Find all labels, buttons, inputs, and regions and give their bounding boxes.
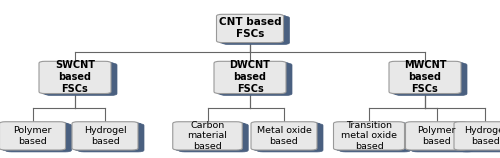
FancyBboxPatch shape — [340, 124, 410, 152]
FancyBboxPatch shape — [78, 124, 144, 152]
FancyBboxPatch shape — [42, 62, 114, 94]
FancyBboxPatch shape — [334, 122, 404, 150]
FancyBboxPatch shape — [220, 63, 292, 95]
FancyBboxPatch shape — [251, 122, 317, 150]
Text: Hydrogel
based: Hydrogel based — [464, 126, 500, 146]
FancyBboxPatch shape — [45, 63, 117, 95]
FancyBboxPatch shape — [454, 122, 500, 150]
Text: Polymer
based: Polymer based — [417, 126, 456, 146]
FancyBboxPatch shape — [406, 122, 468, 150]
FancyBboxPatch shape — [257, 124, 323, 152]
Text: DWCNT
based
FSCs: DWCNT based FSCs — [230, 60, 270, 94]
FancyBboxPatch shape — [72, 122, 138, 150]
FancyBboxPatch shape — [336, 123, 407, 151]
FancyBboxPatch shape — [408, 123, 470, 151]
FancyBboxPatch shape — [392, 62, 464, 94]
FancyBboxPatch shape — [217, 62, 289, 94]
FancyBboxPatch shape — [39, 61, 111, 94]
Text: Hydrogel
based: Hydrogel based — [84, 126, 126, 146]
Text: CNT based
FSCs: CNT based FSCs — [218, 17, 282, 40]
FancyBboxPatch shape — [412, 124, 474, 152]
Text: Metal oxide
based: Metal oxide based — [256, 126, 312, 146]
FancyBboxPatch shape — [0, 122, 66, 150]
FancyBboxPatch shape — [173, 122, 242, 150]
FancyBboxPatch shape — [457, 123, 500, 151]
FancyBboxPatch shape — [179, 124, 248, 152]
FancyBboxPatch shape — [75, 123, 141, 151]
FancyBboxPatch shape — [254, 123, 320, 151]
FancyBboxPatch shape — [6, 124, 71, 152]
FancyBboxPatch shape — [460, 124, 500, 152]
FancyBboxPatch shape — [222, 16, 290, 45]
FancyBboxPatch shape — [389, 61, 461, 94]
FancyBboxPatch shape — [395, 63, 467, 95]
Text: Polymer
based: Polymer based — [13, 126, 52, 146]
FancyBboxPatch shape — [220, 15, 286, 44]
FancyBboxPatch shape — [2, 123, 68, 151]
Text: SWCNT
based
FSCs: SWCNT based FSCs — [55, 60, 95, 94]
FancyBboxPatch shape — [214, 61, 286, 94]
Text: Transition
metal oxide
based: Transition metal oxide based — [341, 121, 397, 151]
Text: MWCNT
based
FSCs: MWCNT based FSCs — [404, 60, 446, 94]
FancyBboxPatch shape — [216, 14, 284, 43]
FancyBboxPatch shape — [176, 123, 245, 151]
Text: Carbon
material
based: Carbon material based — [188, 121, 228, 151]
